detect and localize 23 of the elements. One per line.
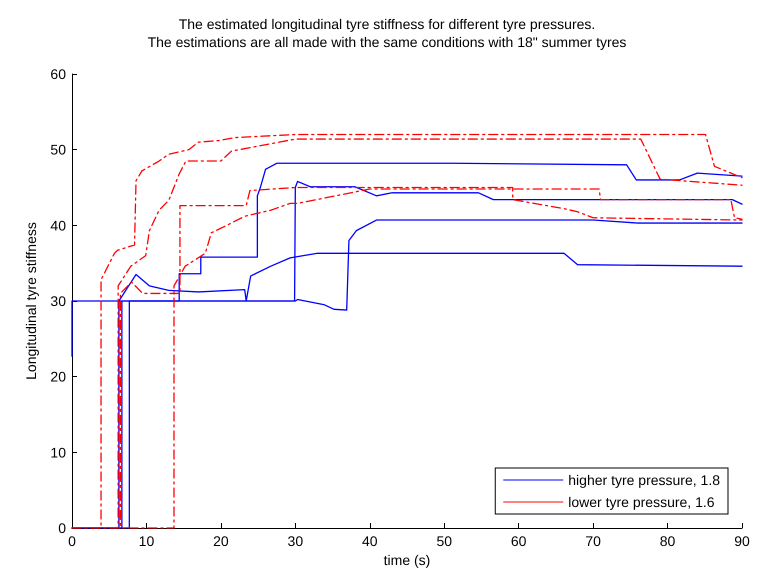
y-tick-label: 10 [50, 444, 66, 460]
x-tick-label: 90 [734, 533, 750, 549]
x-tick-label: 0 [68, 533, 76, 549]
x-tick-label: 10 [138, 533, 154, 549]
y-tick-label: 60 [50, 66, 66, 82]
x-tick-label: 50 [436, 533, 452, 549]
x-tick-label: 40 [362, 533, 378, 549]
y-axis-title: Longitudinal tyre stiffness [23, 222, 39, 380]
legend-label: higher tyre pressure, 1.8 [568, 472, 720, 488]
y-tick-label: 30 [50, 293, 66, 309]
chart-subtitle: The estimations are all made with the same conditions with 18" summer tyres [148, 34, 626, 50]
y-tick-label: 0 [58, 520, 66, 536]
x-tick-label: 80 [660, 533, 676, 549]
x-tick-label: 70 [585, 533, 602, 549]
x-axis-title: time (s) [384, 552, 430, 568]
y-tick-label: 40 [50, 217, 66, 234]
x-tick-label: 20 [213, 533, 229, 549]
chart-title: The estimated longitudinal tyre stiffness for different tyre pressures. [178, 16, 596, 32]
legend-label: lower tyre pressure, 1.6 [568, 494, 715, 510]
x-tick-label: 30 [288, 533, 304, 549]
y-tick-label: 20 [50, 368, 66, 385]
x-tick-label: 60 [510, 533, 527, 549]
y-tick-label: 50 [50, 142, 66, 158]
